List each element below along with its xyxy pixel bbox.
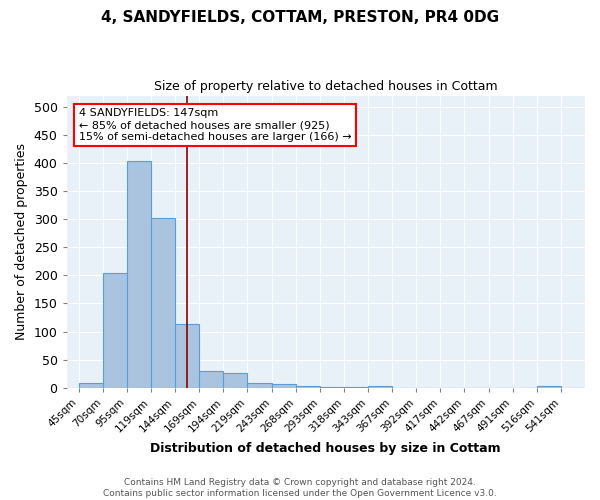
Bar xyxy=(344,387,368,388)
Text: Contains HM Land Registry data © Crown copyright and database right 2024.
Contai: Contains HM Land Registry data © Crown c… xyxy=(103,478,497,498)
Bar xyxy=(223,372,247,388)
Bar xyxy=(103,273,127,388)
Bar xyxy=(199,371,223,388)
Bar xyxy=(175,324,199,388)
Title: Size of property relative to detached houses in Cottam: Size of property relative to detached ho… xyxy=(154,80,497,93)
Bar xyxy=(79,384,103,388)
Bar xyxy=(272,384,296,388)
Y-axis label: Number of detached properties: Number of detached properties xyxy=(15,143,28,340)
Bar xyxy=(151,218,175,388)
Bar xyxy=(247,382,272,388)
X-axis label: Distribution of detached houses by size in Cottam: Distribution of detached houses by size … xyxy=(151,442,501,455)
Text: 4 SANDYFIELDS: 147sqm
← 85% of detached houses are smaller (925)
15% of semi-det: 4 SANDYFIELDS: 147sqm ← 85% of detached … xyxy=(79,108,351,142)
Bar xyxy=(320,387,344,388)
Bar xyxy=(296,386,320,388)
Bar xyxy=(127,162,151,388)
Text: 4, SANDYFIELDS, COTTAM, PRESTON, PR4 0DG: 4, SANDYFIELDS, COTTAM, PRESTON, PR4 0DG xyxy=(101,10,499,25)
Bar xyxy=(368,386,392,388)
Bar xyxy=(537,386,561,388)
